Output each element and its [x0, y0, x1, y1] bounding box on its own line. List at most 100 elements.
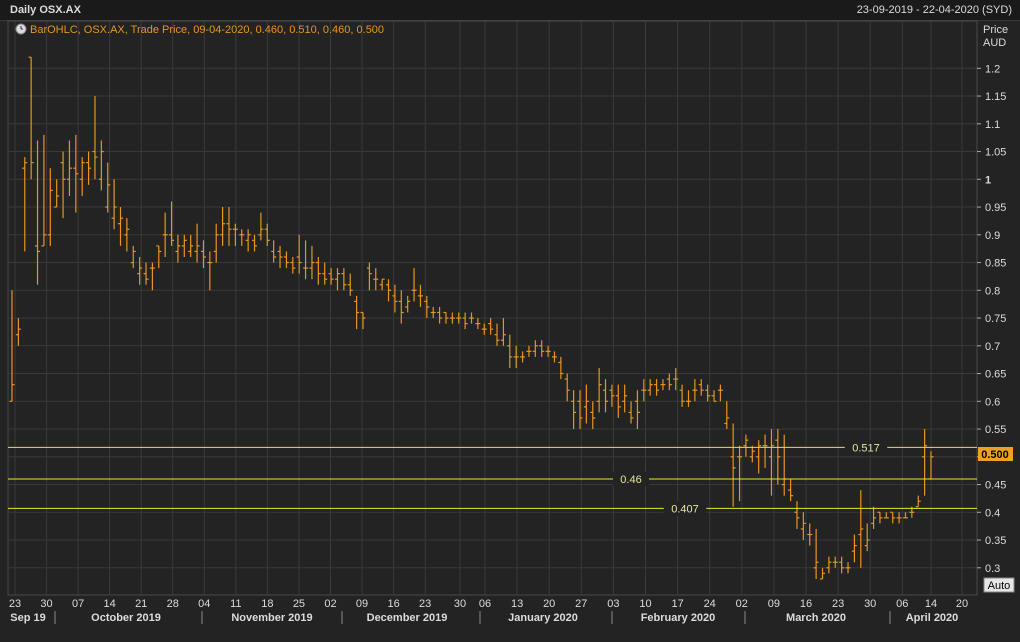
- ohlc-bar: [864, 523, 870, 552]
- legend-text: BarOHLC, OSX.AX, Trade Price, 09-04-2020…: [30, 24, 384, 36]
- y-tick-label: 0.95: [985, 202, 1006, 214]
- ohlc-bar: [200, 240, 206, 269]
- ohlc-bar: [111, 179, 117, 230]
- ohlc-bar: [347, 273, 353, 296]
- ohlc-bar: [92, 96, 98, 180]
- x-tick-label: 10: [639, 598, 651, 610]
- ohlc-bar: [188, 234, 194, 257]
- level-lines[interactable]: 0.517 0.46 0.407: [8, 440, 977, 516]
- ohlc-bar: [245, 229, 251, 252]
- x-tick-label: 06: [479, 598, 491, 610]
- ohlc-bar: [277, 245, 283, 269]
- ohlc-bar: [800, 512, 806, 541]
- ohlc-bar: [79, 157, 85, 196]
- plot-area[interactable]: [7, 20, 978, 596]
- y-tick-label: 0.4: [985, 507, 1000, 519]
- ohlc-bar: [130, 245, 136, 269]
- ohlc-bar: [271, 240, 277, 263]
- ohlc-bar: [717, 384, 723, 402]
- y-tick-label: 0.6: [985, 396, 1000, 408]
- ohlc-bar: [743, 434, 749, 457]
- ohlc-bar: [239, 229, 245, 246]
- ohlc-bar: [673, 368, 679, 391]
- ohlc-bar: [98, 140, 104, 191]
- ohlc-bar: [730, 423, 736, 507]
- time-axis[interactable]: 23 30 07 14 21 28 04 11 18 25 02 09 16 23 30 06 13 20 27 03…: [9, 598, 968, 610]
- ohlc-bar: [596, 368, 602, 413]
- ohlc-bar: [858, 490, 864, 568]
- ohlc-bar: [558, 356, 564, 380]
- month-label: January 2020: [508, 612, 578, 624]
- ohlc-bar: [15, 318, 21, 346]
- x-tick-label: 14: [925, 598, 937, 610]
- ohlc-bar: [207, 251, 213, 291]
- x-tick-label: 30: [454, 598, 466, 610]
- ohlc-bar: [328, 268, 334, 285]
- ohlc-bar: [902, 512, 908, 519]
- price-axis[interactable]: 1.2 1.15 1.1 1.05 1 0.95 0.9 0.85 0.8 0.75 0.7 0.65…: [977, 63, 1006, 575]
- level-line[interactable]: 0.517: [8, 440, 977, 455]
- ohlc-bar: [449, 312, 455, 324]
- x-tick-label: 25: [293, 598, 305, 610]
- ohlc-bar: [890, 511, 896, 524]
- ohlc-bar: [832, 556, 838, 568]
- auto-scale-button[interactable]: Auto: [983, 577, 1015, 593]
- y-tick-label: 1.15: [985, 91, 1006, 103]
- ohlc-bar: [169, 201, 175, 246]
- current-price-tag: 0.500: [978, 447, 1013, 461]
- ohlc-bar: [373, 268, 379, 291]
- x-tick-label: 28: [167, 598, 179, 610]
- x-tick-label: 07: [72, 598, 84, 610]
- x-tick-label: 16: [800, 598, 812, 610]
- x-tick-label: 24: [704, 598, 716, 610]
- ohlc-bar: [768, 429, 774, 496]
- x-tick-label: 16: [387, 598, 399, 610]
- level-line[interactable]: 0.407: [8, 501, 977, 516]
- date-range: 23-09-2019 - 22-04-2020 (SYD): [856, 4, 1012, 16]
- ohlc-bar: [283, 251, 289, 269]
- ohlc-bar: [660, 379, 666, 391]
- ohlc-bar: [915, 495, 921, 508]
- ohlc-bar: [264, 223, 270, 246]
- ohlc-bar: [181, 234, 187, 257]
- ohlc-bar: [737, 445, 743, 502]
- x-tick-label: 03: [607, 598, 619, 610]
- x-tick-label: 21: [135, 598, 147, 610]
- auto-button-label: Auto: [988, 580, 1011, 592]
- level-line[interactable]: 0.46: [8, 472, 977, 486]
- ohlc-bar: [507, 334, 513, 368]
- ohlc-bar: [590, 401, 596, 430]
- ohlc-bar: [143, 262, 149, 285]
- legend: BarOHLC, OSX.AX, Trade Price, 09-04-2020…: [15, 23, 384, 36]
- ohlc-bar: [162, 212, 168, 257]
- ohlc-bar: [469, 312, 474, 324]
- y-tick-label: 0.7: [985, 341, 1000, 353]
- month-label: March 2020: [786, 612, 846, 624]
- y-tick-label: 0.3: [985, 563, 1000, 575]
- ohlc-bar: [520, 351, 526, 363]
- ohlc-bar: [551, 351, 557, 363]
- ohlc-bar: [405, 295, 411, 313]
- x-tick-label: 02: [736, 598, 748, 610]
- ohlc-bar: [685, 390, 691, 407]
- ohlc-bar: [137, 257, 143, 285]
- month-label: December 2019: [367, 612, 448, 624]
- ohlc-bar: [532, 340, 538, 357]
- ohlc-bar: [220, 207, 226, 246]
- y-tick-label: 0.85: [985, 258, 1006, 270]
- ohlc-bar: [654, 379, 660, 396]
- x-tick-label: 18: [261, 598, 273, 610]
- x-tick-label: 17: [671, 598, 683, 610]
- ohlc-bar: [309, 245, 315, 280]
- y-tick-label: 0.9: [985, 230, 1000, 242]
- ohlc-bar: [500, 318, 506, 346]
- month-label: October 2019: [91, 612, 161, 624]
- ohlc-bar: [647, 379, 653, 396]
- ohlc-bar: [883, 512, 889, 519]
- ohlc-bar: [494, 323, 500, 346]
- x-tick-label: 23: [419, 598, 431, 610]
- ohlc-bar: [226, 207, 232, 246]
- ohlc-bar: [156, 245, 162, 269]
- ohlc-bar: [481, 323, 487, 335]
